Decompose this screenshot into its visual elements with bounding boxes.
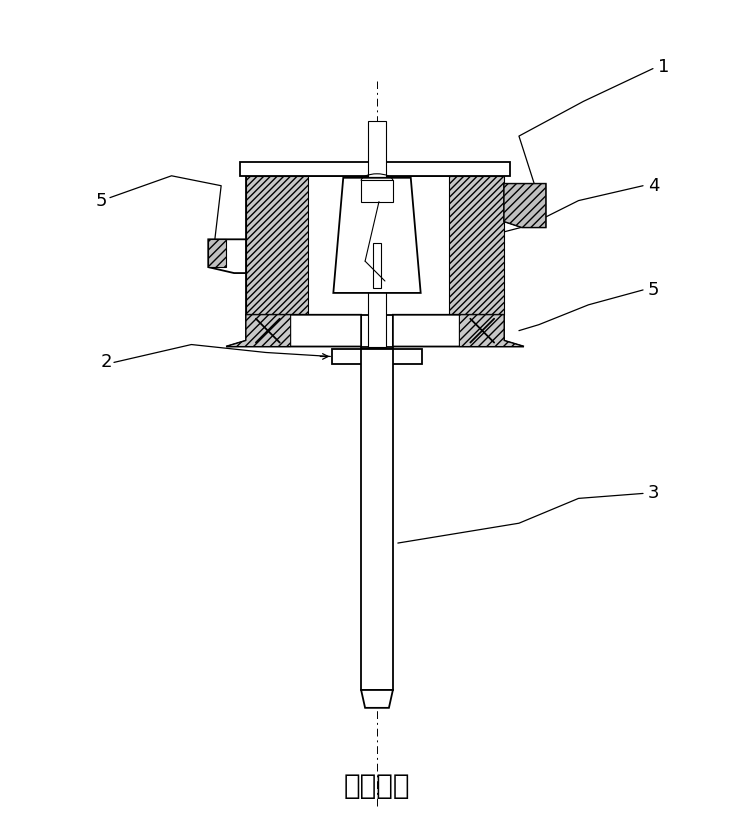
Bar (361, 349, 393, 690)
Text: 1: 1 (658, 58, 669, 76)
Bar (368, 121, 386, 346)
Bar (332, 349, 422, 364)
Polygon shape (208, 239, 246, 273)
Bar (246, 176, 504, 314)
Polygon shape (504, 183, 546, 228)
Text: 现有技术: 现有技术 (344, 772, 410, 801)
Bar (361, 180, 393, 202)
Polygon shape (333, 178, 421, 293)
Polygon shape (226, 314, 291, 346)
Polygon shape (504, 183, 546, 228)
Polygon shape (361, 690, 393, 708)
Polygon shape (208, 239, 226, 267)
Polygon shape (459, 314, 524, 346)
Bar (361, 346, 393, 364)
Polygon shape (449, 176, 504, 314)
Text: 5: 5 (95, 192, 107, 209)
Text: 2: 2 (100, 354, 112, 371)
Text: 4: 4 (648, 177, 660, 194)
Text: 3: 3 (648, 485, 660, 502)
Text: 5: 5 (648, 281, 660, 299)
Polygon shape (393, 314, 524, 346)
Bar (373, 244, 381, 288)
Polygon shape (226, 314, 361, 346)
Bar (240, 162, 510, 176)
Polygon shape (246, 176, 307, 314)
